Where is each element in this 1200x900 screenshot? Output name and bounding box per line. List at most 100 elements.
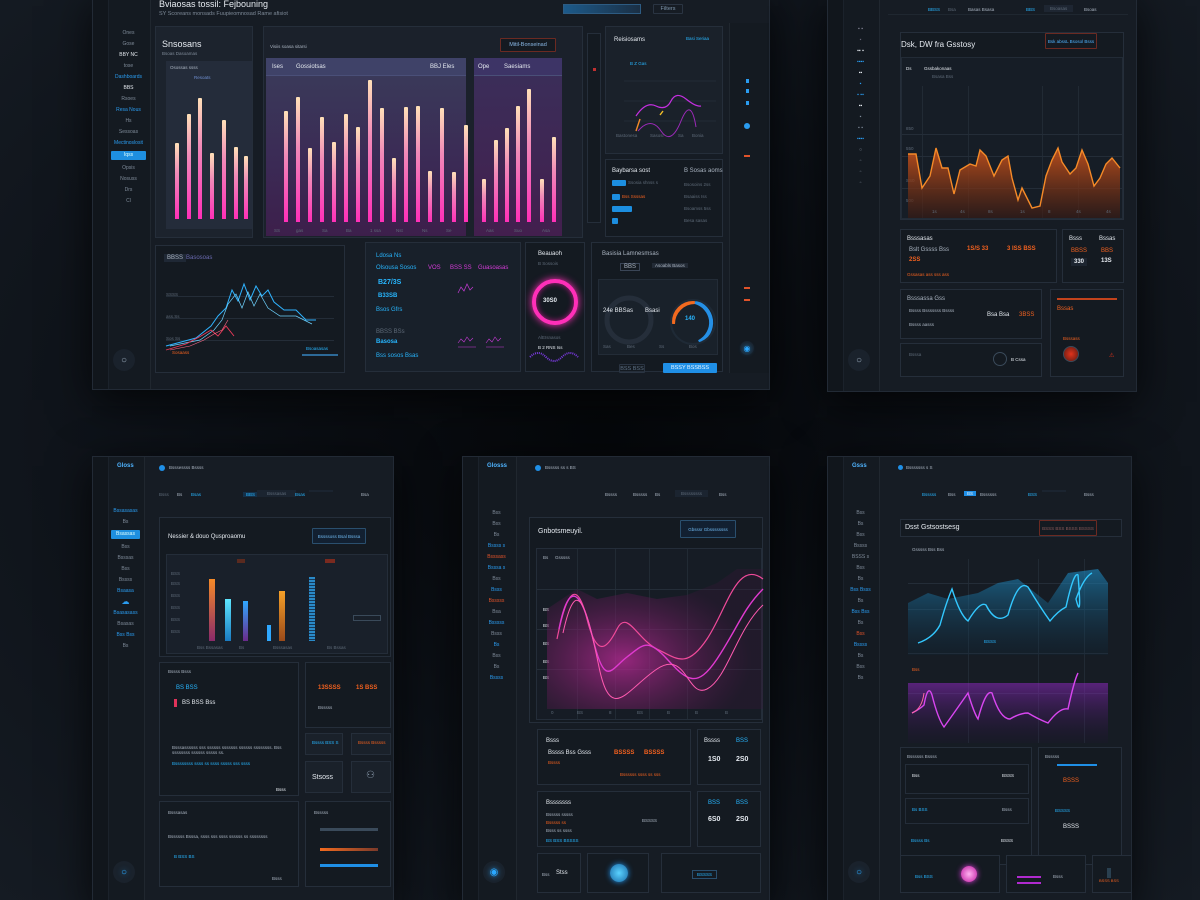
- sidebar-item[interactable]: Bss: [856, 565, 865, 571]
- action-button[interactable]: Gbsssr Gbssssssss: [680, 520, 736, 538]
- nav-link[interactable]: Bs: [655, 492, 661, 497]
- cloud-icon[interactable]: ☁: [121, 599, 130, 605]
- sidebar-item[interactable]: ○: [858, 147, 863, 153]
- sidebar-item[interactable]: ▪▪: [858, 70, 863, 76]
- list-item[interactable]: Bssss aasss: [909, 322, 935, 327]
- sidebar-item[interactable]: ▪▪▪▪: [856, 59, 865, 65]
- sidebar-item[interactable]: Bss Bsss: [850, 587, 871, 593]
- sidebar-item[interactable]: Bssasasas: [113, 508, 138, 514]
- nav-link[interactable]: Bsss: [1084, 492, 1094, 497]
- filter-chip[interactable]: BBS: [620, 263, 641, 271]
- card-action-link[interactable]: Basi Seriaa: [686, 36, 710, 41]
- sidebar-item[interactable]: Bssss s: [487, 543, 506, 549]
- filter-chip[interactable]: Asoabls Basos: [652, 263, 688, 268]
- sidebar-item[interactable]: ▪ ▪: [858, 125, 863, 131]
- sidebar-item[interactable]: Bss: [856, 664, 865, 670]
- nav-link[interactable]: Bsoas: [1084, 7, 1097, 12]
- sidebar-item[interactable]: Nosuss: [120, 176, 137, 182]
- sidebar-item[interactable]: Rsoes: [121, 96, 136, 102]
- body-link[interactable]: B BSS BS: [174, 854, 195, 859]
- nav-link[interactable]: BSS: [1028, 492, 1038, 497]
- action-button[interactable]: Bssssoss Bsal Bsssa: [312, 528, 366, 544]
- sidebar-item[interactable]: Resa Nous: [116, 107, 141, 113]
- sidebar-item[interactable]: Ones: [122, 30, 135, 36]
- globe-tile[interactable]: [587, 853, 649, 893]
- sidebar-item[interactable]: Bss: [121, 544, 130, 550]
- brand-logo[interactable]: Glosss: [487, 463, 508, 469]
- table-row[interactable]: Bs BSS Bsss: [905, 798, 1029, 824]
- nav-link[interactable]: Bs: [177, 492, 183, 497]
- sidebar-item[interactable]: ▫: [859, 158, 862, 164]
- sidebar-item[interactable]: ▪▪▪▪: [856, 136, 865, 142]
- sidebar-item[interactable]: Bsasasass: [113, 610, 138, 616]
- nav-link[interactable]: BBS: [1026, 7, 1036, 12]
- body-link[interactable]: Bssssssss ssss ss ssss sssss sss ssss: [172, 761, 251, 766]
- sidebar-item[interactable]: ▪ ▪: [858, 26, 863, 32]
- nav-tab-active[interactable]: BS: [964, 491, 977, 496]
- power-icon[interactable]: ◉: [483, 861, 505, 883]
- nav-link[interactable]: Bsa: [361, 492, 369, 497]
- sidebar-item-active[interactable]: Bsassas: [111, 530, 140, 539]
- nav-link[interactable]: Bss: [719, 492, 727, 497]
- sidebar-item[interactable]: Bss: [121, 566, 130, 572]
- nav-link[interactable]: Bsas: [191, 492, 202, 497]
- sidebar-item[interactable]: Bsssss: [488, 620, 505, 626]
- search-field[interactable]: Bsoasas: [1044, 5, 1074, 12]
- list-row[interactable]: Bsssss ss: [546, 820, 567, 825]
- sidebar-item[interactable]: Bssss: [853, 642, 868, 648]
- sidebar-item[interactable]: Mectinoslosit: [114, 140, 143, 146]
- sidebar-item-active[interactable]: Iqss: [111, 151, 146, 160]
- search-field[interactable]: [1042, 490, 1066, 492]
- table-row[interactable]: Bss BSSS: [905, 764, 1029, 794]
- scrollbar[interactable]: [587, 33, 601, 223]
- search-input[interactable]: [563, 4, 641, 14]
- sidebar-item[interactable]: Bssss: [118, 577, 133, 583]
- tile[interactable]: Stsoss: [305, 761, 343, 793]
- chart-badge[interactable]: BBSS: [164, 254, 187, 262]
- tile[interactable]: Bss Stss: [537, 853, 581, 893]
- nav-tab[interactable]: BBS: [243, 492, 259, 497]
- search-field[interactable]: Bssssssss: [675, 490, 709, 497]
- nav-link[interactable]: Bssss: [605, 492, 618, 497]
- sidebar-item[interactable]: Bssss: [853, 543, 868, 549]
- sidebar-item[interactable]: Bss Bss: [116, 632, 135, 638]
- nav-link[interactable]: Bss: [948, 492, 956, 497]
- sidebar-item[interactable]: Bsssass: [487, 554, 506, 560]
- sidebar-item[interactable]: Bs: [493, 642, 500, 648]
- refresh-icon[interactable]: ◉: [740, 341, 754, 355]
- nav-link[interactable]: Bsssss: [633, 492, 648, 497]
- action-button[interactable]: BSSS BSS BSSS BSSSS: [1039, 520, 1097, 536]
- sidebar-item[interactable]: tose: [123, 63, 134, 69]
- nav-link[interactable]: BBSS: [928, 7, 941, 12]
- sidebar-item[interactable]: Bss Bss: [851, 609, 870, 615]
- sidebar-item[interactable]: ▪▪: [858, 103, 863, 109]
- sidebar-item[interactable]: BBS: [123, 85, 134, 91]
- tile[interactable]: BSSSS: [661, 853, 761, 893]
- action-button[interactable]: Bsk abssL Bsosol Bsss: [1045, 33, 1097, 49]
- sidebar-item[interactable]: Bs: [122, 643, 129, 649]
- brand-logo[interactable]: Gloss: [117, 463, 134, 469]
- search-field[interactable]: Bsssasas: [257, 490, 297, 497]
- sidebar-item[interactable]: Bs: [857, 620, 864, 626]
- mode-select-button[interactable]: Mitil-Bonseinad: [500, 38, 556, 52]
- nav-link[interactable]: Bssssss: [980, 492, 997, 497]
- sidebar-item[interactable]: Bsa: [492, 609, 501, 615]
- sidebar-item[interactable]: BSSS s: [851, 554, 870, 560]
- sidebar-item[interactable]: Bsssa s: [487, 565, 506, 571]
- warning-icon[interactable]: ⚠: [1109, 353, 1115, 359]
- sidebar-item[interactable]: Bs: [493, 664, 500, 670]
- sidebar-item[interactable]: ▫: [859, 180, 862, 186]
- table-row[interactable]: Bssss Bs BSSS: [905, 828, 1029, 860]
- sidebar-item[interactable]: Bs: [857, 576, 864, 582]
- nav-link[interactable]: Basas Bsasa: [968, 7, 995, 12]
- sidebar-item[interactable]: Bss: [856, 532, 865, 538]
- list-row[interactable]: Bsssss sssss: [546, 812, 573, 817]
- nav-link[interactable]: Bsss: [159, 492, 169, 497]
- record-button-icon[interactable]: [961, 866, 977, 882]
- sidebar-item[interactable]: ▪: [859, 81, 862, 87]
- sidebar-item[interactable]: Bss: [492, 521, 501, 527]
- list-link[interactable]: BS BSS BSSSS: [546, 838, 579, 843]
- power-icon[interactable]: ○: [113, 861, 135, 883]
- sidebar-item[interactable]: Bsaasa: [117, 588, 134, 594]
- sidebar-item[interactable]: ▪: [859, 114, 862, 120]
